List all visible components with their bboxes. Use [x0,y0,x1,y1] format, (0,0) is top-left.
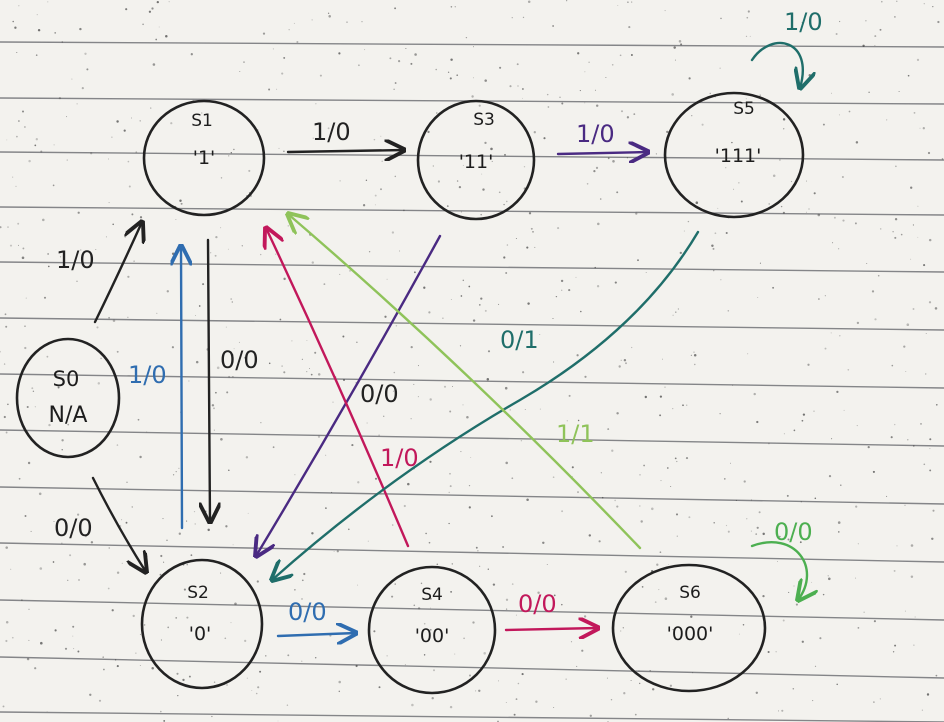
transition-label: 1/0 [56,246,95,274]
state-s4: S4 '00' [367,565,497,695]
transition-s4-s6: 0/0 [504,590,598,630]
transition-label: 1/0 [784,8,823,36]
transition-s4-s1: 1/0 [266,228,419,548]
transition-label: 1/1 [556,420,595,448]
transition-label: 0/0 [774,518,813,546]
transition-s2-s1: 1/0 [128,246,182,530]
state-name: S1 [191,111,213,131]
transition-s3-s2: 0/0 [256,234,442,556]
transition-label: 1/0 [380,444,419,472]
transition-label: 1/0 [312,118,351,146]
transition-s5-loop: 1/0 [750,8,823,88]
state-value: N/A [49,403,88,428]
transition-s6-s1: 1/1 [288,214,642,550]
transition-label: 0/0 [360,380,399,408]
state-s2: S2 '0' [140,558,264,690]
state-name: S3 [473,110,495,130]
transition-label: 0/0 [518,590,557,618]
transition-s3-s5: 1/0 [556,120,648,154]
transition-s6-loop: 0/0 [750,518,813,600]
transition-label: 1/0 [128,361,167,389]
transition-s0-s1: 1/0 [56,222,142,324]
transition-s0-s2: 0/0 [54,476,146,572]
state-s5: S5 '111' [663,91,805,219]
state-value: '111' [715,145,762,167]
state-name: S5 [733,99,755,119]
transition-label: 0/0 [220,346,259,374]
transition-s1-s2: 0/0 [208,238,259,522]
transition-label: 0/1 [500,326,539,354]
transition-label: 1/0 [576,120,615,148]
ruled-lines [0,41,944,722]
state-name: S0 [53,367,80,391]
state-value: '11' [459,151,494,173]
state-name: S4 [421,585,443,605]
transition-s1-s3: 1/0 [286,118,404,152]
state-value: '000' [667,623,714,645]
state-s0: S0 N/A [15,337,121,459]
state-name: S6 [679,583,701,603]
state-s6: S6 '000' [611,563,767,693]
transition-s5-s2: 0/1 [272,230,700,580]
transition-s2-s4: 0/0 [276,598,356,636]
state-name: S2 [187,583,209,603]
transition-label: 0/0 [288,598,327,626]
state-value: '00' [415,625,450,647]
state-value: '1' [193,147,216,169]
state-value: '0' [189,623,212,645]
state-s3: S3 '11' [416,99,536,221]
transition-label: 0/0 [54,514,93,542]
state-s1: S1 '1' [142,99,266,217]
